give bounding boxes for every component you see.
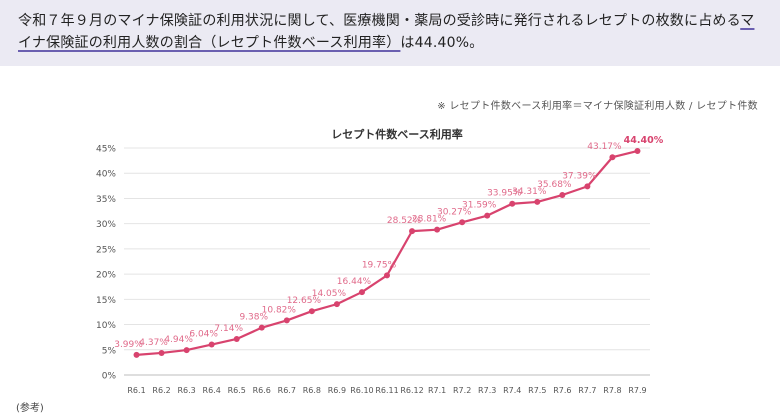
data-point — [283, 317, 290, 324]
data-label: 37.39% — [562, 171, 597, 181]
x-tick-label: R6.6 — [253, 386, 271, 395]
data-point — [258, 324, 265, 331]
data-label: 4.37% — [139, 338, 168, 348]
chart-panel — [0, 66, 780, 409]
x-tick-label: R6.4 — [203, 386, 221, 395]
data-point — [384, 272, 390, 279]
data-point — [459, 219, 466, 226]
y-tick-label: 45% — [96, 145, 116, 155]
data-point — [358, 289, 365, 296]
data-label: 31.59% — [462, 201, 497, 211]
y-tick-label: 10% — [96, 321, 116, 331]
x-tick-label: R7.8 — [603, 386, 621, 395]
data-point — [559, 192, 566, 199]
data-label: 7.14% — [214, 324, 243, 334]
data-label: 28.52% — [387, 216, 422, 226]
formula-note: ※ レセプト件数ベース利用率＝マイナ保険証利用人数 / レセプト件数 — [437, 101, 758, 112]
data-label: 16.44% — [337, 277, 372, 287]
data-point — [409, 228, 416, 235]
y-tick-label: 0% — [102, 372, 117, 382]
data-label: 9.38% — [239, 313, 268, 323]
x-tick-label: R6.10 — [350, 386, 373, 395]
data-label: 35.68% — [537, 180, 572, 190]
y-tick-label: 20% — [96, 271, 116, 281]
data-label: 14.05% — [312, 289, 347, 299]
chart-title: レセプト件数ベース利用率 — [331, 127, 462, 141]
data-label: 6.04% — [189, 330, 218, 340]
data-point — [158, 349, 165, 356]
summary-highlight: マイナ保険証の利用人数の割合（レセプト件数ベース利用率） — [18, 13, 755, 51]
y-tick-label: 40% — [96, 170, 116, 180]
data-point — [308, 308, 315, 315]
data-label: 34.31% — [512, 187, 547, 197]
data-label: 33.95% — [487, 189, 522, 199]
data-point — [634, 148, 641, 155]
x-tick-label: R7.7 — [578, 386, 596, 395]
data-point — [183, 347, 190, 354]
x-tick-label: R6.2 — [152, 386, 170, 395]
data-label: 30.27% — [437, 207, 472, 217]
y-tick-label: 15% — [96, 296, 116, 306]
x-tick-label: R7.1 — [428, 386, 446, 395]
y-tick-label: 30% — [96, 220, 116, 230]
data-label: 4.94% — [164, 335, 193, 345]
data-point — [584, 183, 591, 190]
x-tick-label: R7.9 — [628, 386, 646, 395]
data-point — [233, 335, 240, 342]
data-label: 3.99% — [114, 340, 143, 350]
x-tick-label: R6.12 — [400, 386, 423, 395]
y-tick-label: 35% — [96, 195, 116, 205]
summary-banner: 令和７年９月のマイナ保険証の利用状況に関して、医療機関・薬局の受診時に発行される… — [0, 0, 780, 66]
data-label: 19.75% — [362, 260, 397, 270]
data-label: 44.40% — [624, 135, 664, 146]
data-label: 28.81% — [412, 215, 447, 225]
x-tick-label: R7.3 — [478, 386, 496, 395]
x-tick-label: R6.8 — [303, 386, 321, 395]
x-tick-label: R6.7 — [278, 386, 296, 395]
data-point — [609, 154, 616, 161]
data-label: 12.65% — [287, 296, 322, 306]
x-tick-label: R6.11 — [375, 386, 398, 395]
data-point — [434, 226, 441, 233]
data-label: 10.82% — [262, 305, 297, 315]
data-point — [484, 212, 491, 219]
summary-text: 令和７年９月のマイナ保険証の利用状況に関して、医療機関・薬局の受診時に発行される… — [18, 13, 741, 29]
data-point — [534, 198, 541, 205]
x-tick-label: R6.5 — [228, 386, 246, 395]
x-tick-label: R6.1 — [127, 386, 145, 395]
reference-label: (参考) — [16, 403, 44, 414]
data-label: 43.17% — [587, 142, 622, 152]
x-tick-label: R7.2 — [453, 386, 471, 395]
data-point — [333, 301, 340, 308]
x-tick-label: R7.6 — [553, 386, 571, 395]
x-tick-label: R7.4 — [503, 386, 521, 395]
x-tick-label: R6.9 — [328, 386, 346, 395]
summary-value: は44.40%。 — [400, 35, 484, 51]
y-tick-label: 25% — [96, 245, 116, 255]
data-point — [133, 351, 140, 358]
x-tick-label: R6.3 — [177, 386, 195, 395]
x-tick-label: R7.5 — [528, 386, 546, 395]
data-point — [509, 200, 516, 207]
data-point — [208, 341, 215, 348]
y-tick-label: 5% — [102, 346, 117, 356]
